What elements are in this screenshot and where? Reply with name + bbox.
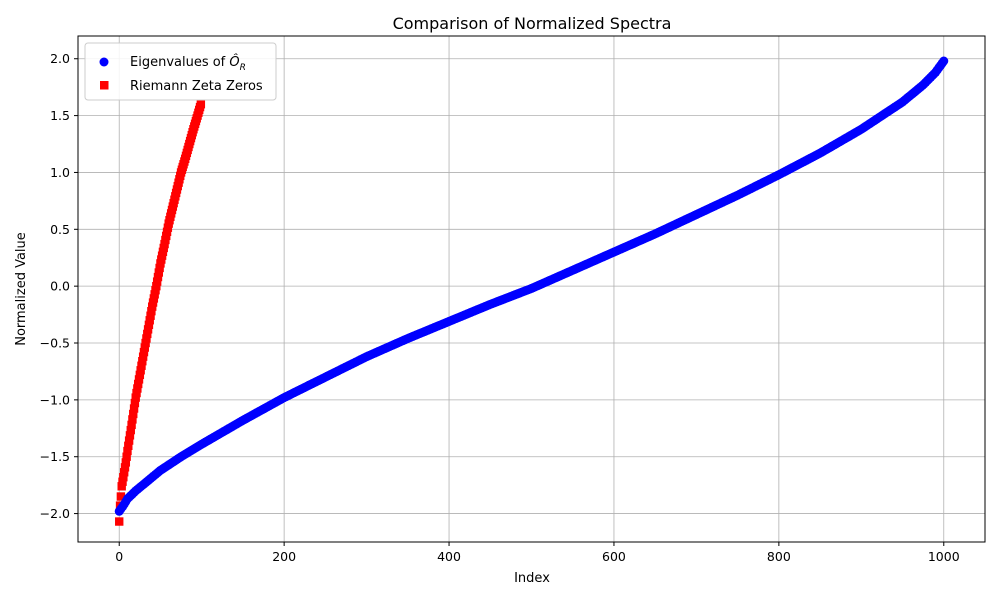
zeta-zero-point — [116, 492, 126, 501]
zeta-zero-point — [127, 420, 136, 430]
legend-label-eigenvalues: Eigenvalues of ÔR — [130, 54, 246, 73]
zeta-zero-point — [131, 393, 140, 402]
x-tick-label: 0 — [115, 549, 123, 564]
y-tick-label: 1.5 — [50, 108, 70, 123]
legend-marker-zeta-zeros — [100, 81, 109, 90]
zeta-zero-point — [117, 482, 126, 491]
y-tick-label: 2.0 — [50, 51, 70, 66]
zeta-zero-point — [118, 477, 127, 486]
x-tick-label: 800 — [767, 549, 791, 564]
zeta-zero-point — [139, 347, 149, 357]
x-tick-label: 1000 — [928, 549, 960, 564]
legend: Eigenvalues of ÔR Riemann Zeta Zeros — [84, 42, 277, 101]
zeta-zero-point — [146, 311, 155, 320]
x-tick-label: 400 — [437, 549, 461, 564]
x-tick-label: 600 — [602, 549, 626, 564]
zeta-zero-point — [134, 375, 144, 384]
zeta-zero-point — [120, 463, 130, 472]
y-tick-label: 0.5 — [50, 222, 70, 237]
zeta-zero-point — [121, 458, 131, 467]
zeta-zero-point — [136, 366, 145, 375]
zeta-zero-point — [143, 325, 153, 334]
zeta-zero-point — [138, 352, 148, 361]
zeta-zero-point — [137, 361, 146, 370]
y-tick-label: 0.0 — [50, 279, 70, 294]
eigenvalue-point — [939, 56, 949, 66]
legend-marker-eigenvalues — [99, 57, 109, 67]
y-tick-label: −0.5 — [40, 336, 70, 351]
zeta-zero-point — [143, 329, 152, 339]
zeta-zero-point — [123, 446, 132, 456]
zeta-zero-point — [124, 441, 133, 451]
zeta-zero-point — [119, 472, 128, 482]
zeta-zero-point — [135, 370, 145, 380]
series-riemann-zeta-zeros — [115, 100, 206, 526]
legend-label-zeta-zeros: Riemann Zeta Zeros — [130, 79, 263, 94]
series-eigenvalues — [114, 56, 949, 516]
y-tick-label: −1.5 — [40, 449, 70, 464]
data-points — [114, 56, 949, 526]
y-axis-label: Normalized Value — [14, 232, 29, 346]
zeta-zero-point — [132, 388, 141, 398]
zeta-zero-point — [196, 100, 206, 109]
legend-label-eigenvalues-symbol: Ô — [229, 54, 239, 70]
zeta-zero-point — [155, 263, 164, 273]
zeta-zero-point — [140, 343, 149, 352]
axis-ticks: 0 200 400 600 800 1000 −2.0 −1.5 −1.0 −0.5 0.0 0.5 1… — [40, 51, 960, 564]
zeta-zero-point — [145, 316, 154, 325]
zeta-zero-point — [152, 281, 161, 291]
legend-box — [84, 42, 277, 101]
legend-label-eigenvalues-prefix: Eigenvalues of — [130, 55, 229, 70]
plot-frame — [77, 35, 986, 543]
y-tick-label: −1.0 — [40, 392, 70, 407]
zeta-zero-point — [129, 404, 139, 413]
zeta-zero-point — [152, 277, 162, 286]
zeta-zero-point — [142, 334, 151, 343]
zeta-zero-point — [128, 415, 137, 424]
zeta-zero-point — [138, 357, 147, 366]
x-axis-label: Index — [514, 571, 550, 586]
zeta-zero-point — [125, 431, 135, 440]
legend-label-eigenvalues-subscript: R — [240, 63, 246, 73]
y-tick-label: −2.0 — [40, 506, 70, 521]
zeta-zero-point — [133, 379, 143, 389]
zeta-zero-point — [141, 338, 150, 348]
zeta-zero-point — [144, 320, 154, 330]
zeta-zero-point — [153, 272, 163, 282]
zeta-zero-point — [126, 425, 135, 435]
zeta-zero-point — [154, 268, 164, 277]
x-tick-label: 200 — [272, 549, 296, 564]
y-tick-label: 1.0 — [50, 165, 70, 180]
zeta-zero-point — [115, 517, 124, 526]
zeta-zero-point — [129, 409, 138, 419]
chart-title: Comparison of Normalized Spectra — [393, 14, 672, 33]
zeta-zero-point — [124, 436, 134, 445]
zeta-zero-point — [147, 306, 156, 316]
zeta-zero-point — [133, 384, 142, 393]
zeta-zero-point — [122, 452, 131, 461]
zeta-zero-point — [130, 398, 140, 408]
zeta-zero-point — [119, 468, 129, 477]
